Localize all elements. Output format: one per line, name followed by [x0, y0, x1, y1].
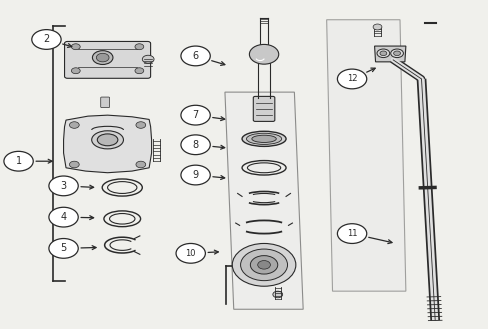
Circle shape: [257, 261, 270, 269]
Text: 7: 7: [192, 110, 198, 120]
Circle shape: [135, 68, 143, 74]
Circle shape: [135, 44, 143, 50]
Ellipse shape: [96, 53, 109, 62]
Circle shape: [250, 256, 277, 274]
Text: 8: 8: [192, 140, 198, 150]
Circle shape: [337, 69, 366, 89]
Text: 3: 3: [61, 181, 66, 191]
FancyBboxPatch shape: [253, 96, 274, 121]
FancyBboxPatch shape: [101, 97, 109, 108]
Text: 6: 6: [192, 51, 198, 61]
Polygon shape: [326, 20, 405, 291]
Circle shape: [32, 30, 61, 49]
Circle shape: [136, 161, 145, 168]
Text: 4: 4: [61, 212, 66, 222]
Circle shape: [393, 51, 400, 56]
Circle shape: [136, 122, 145, 128]
Circle shape: [69, 122, 79, 128]
Circle shape: [49, 176, 78, 196]
Circle shape: [249, 44, 278, 64]
Polygon shape: [224, 92, 303, 309]
Circle shape: [142, 55, 154, 63]
Circle shape: [71, 44, 80, 50]
Text: 5: 5: [61, 243, 66, 253]
Circle shape: [390, 49, 403, 58]
Text: 10: 10: [185, 249, 196, 258]
Circle shape: [181, 135, 210, 155]
Ellipse shape: [97, 134, 118, 146]
Circle shape: [379, 51, 386, 56]
Circle shape: [337, 224, 366, 243]
Circle shape: [376, 49, 389, 58]
Circle shape: [372, 24, 381, 30]
Circle shape: [240, 249, 287, 281]
Circle shape: [49, 207, 78, 227]
Ellipse shape: [246, 133, 281, 144]
Circle shape: [272, 291, 282, 298]
Circle shape: [69, 161, 79, 168]
Text: 1: 1: [16, 156, 21, 166]
Circle shape: [71, 68, 80, 74]
Text: 12: 12: [346, 74, 357, 84]
Circle shape: [49, 239, 78, 258]
Circle shape: [176, 243, 205, 263]
Text: 9: 9: [192, 170, 198, 180]
Ellipse shape: [251, 135, 276, 142]
FancyBboxPatch shape: [64, 41, 150, 78]
Polygon shape: [374, 46, 405, 62]
Ellipse shape: [92, 131, 123, 149]
Ellipse shape: [92, 51, 113, 64]
Circle shape: [181, 105, 210, 125]
Circle shape: [181, 165, 210, 185]
Polygon shape: [63, 115, 151, 173]
Text: 2: 2: [43, 35, 49, 44]
Circle shape: [232, 243, 295, 286]
Circle shape: [181, 46, 210, 66]
Ellipse shape: [242, 131, 285, 146]
Circle shape: [4, 151, 33, 171]
Text: 11: 11: [346, 229, 357, 238]
